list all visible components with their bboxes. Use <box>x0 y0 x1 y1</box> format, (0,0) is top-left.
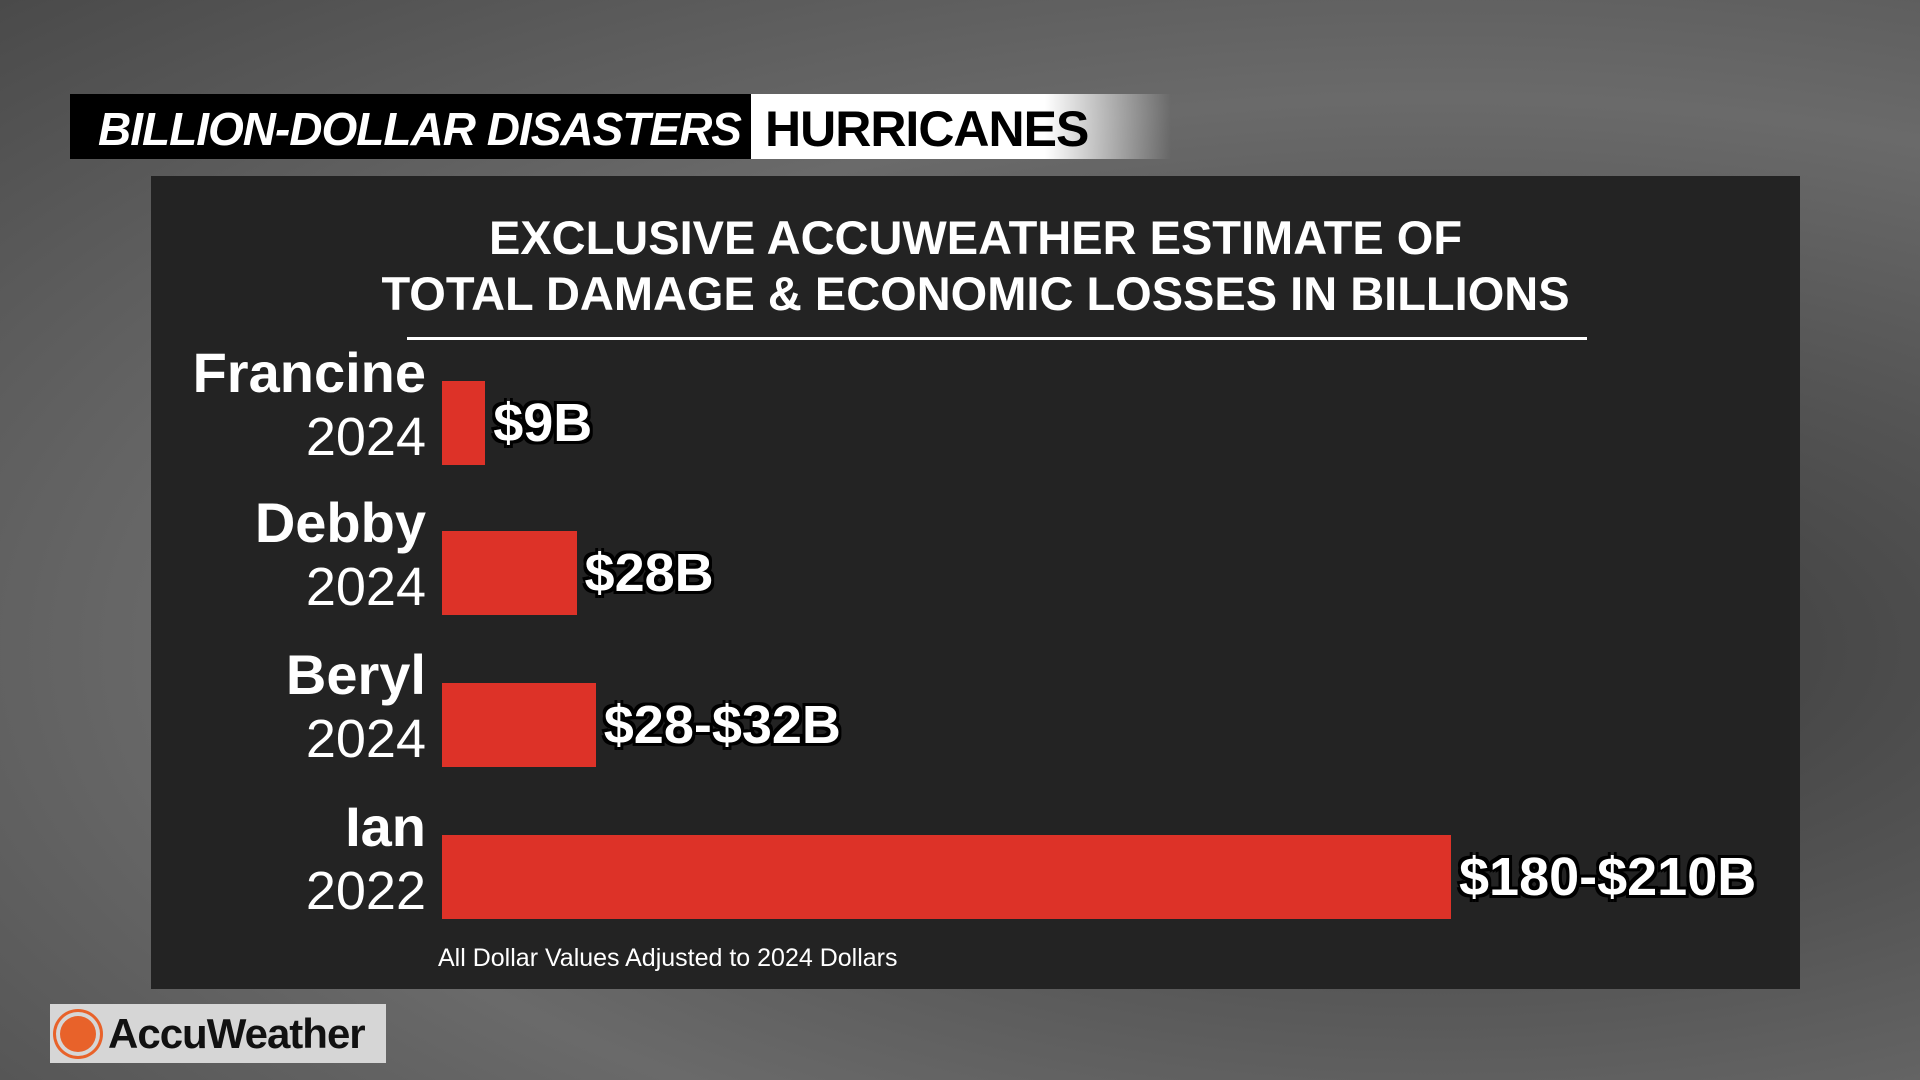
chart-title-line-2: TOTAL DAMAGE & ECONOMIC LOSSES IN BILLIO… <box>381 267 1570 320</box>
value-label: $28B <box>584 543 714 603</box>
logo-text: AccuWeather <box>108 1010 366 1057</box>
category-label: Beryl 2024 <box>286 643 426 771</box>
value-label: $28-$32B <box>603 695 841 755</box>
accuweather-logo: AccuWeather <box>50 1004 386 1063</box>
category-year: 2024 <box>305 709 426 769</box>
category-name: Ian <box>345 795 426 858</box>
value-label: $9B <box>493 393 593 453</box>
category-year: 2022 <box>305 861 426 921</box>
sun-icon <box>60 1016 96 1052</box>
title-underline <box>407 337 1587 340</box>
value-label: $180-$210B <box>1459 847 1757 907</box>
bar <box>442 835 1451 919</box>
category-label: Ian 2022 <box>306 795 426 923</box>
chart-footnote: All Dollar Values Adjusted to 2024 Dolla… <box>438 944 898 972</box>
category-name: Beryl <box>285 643 426 706</box>
category-name: Debby <box>254 491 426 554</box>
category-year: 2024 <box>305 557 426 617</box>
bar <box>442 531 577 615</box>
header-section-banner: BILLION-DOLLAR DISASTERS <box>70 94 751 159</box>
chart-title-line-1: EXCLUSIVE ACCUWEATHER ESTIMATE OF <box>488 211 1463 264</box>
bar <box>442 381 486 465</box>
chart-title: EXCLUSIVE ACCUWEATHER ESTIMATE OF TOTAL … <box>151 210 1800 322</box>
header-topic-title: HURRICANES <box>765 101 1089 157</box>
category-label: Debby 2024 <box>255 491 426 619</box>
header-topic-banner: HURRICANES <box>751 94 1171 159</box>
header-section-title: BILLION-DOLLAR DISASTERS <box>98 103 742 155</box>
category-label: Francine 2024 <box>193 341 426 469</box>
category-year: 2024 <box>305 407 426 467</box>
bar <box>442 683 596 767</box>
category-name: Francine <box>192 341 426 404</box>
